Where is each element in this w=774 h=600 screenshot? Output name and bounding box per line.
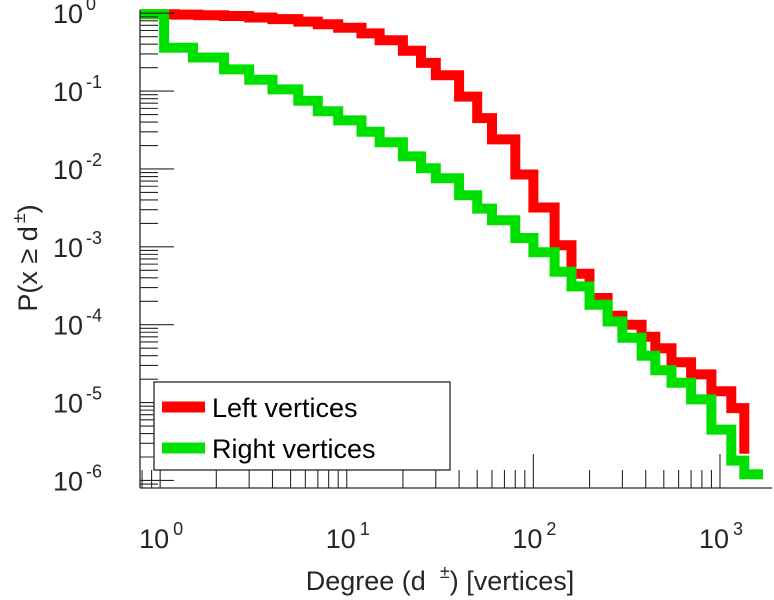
axes xyxy=(139,10,772,489)
y-tick-label: 10 -5 xyxy=(53,384,102,419)
x-tick-labels: 10 0 10 1 10 2 10 3 xyxy=(139,519,743,554)
y-tick-label: 10 -6 xyxy=(53,461,102,496)
y-axis-label: P(x ≥ d±) xyxy=(9,204,43,311)
series-line-right-vertices xyxy=(140,9,763,480)
y-tick-label: 10 0 xyxy=(53,0,96,29)
x-tick-label: 10 2 xyxy=(512,519,556,554)
y-tick-label: 10 -3 xyxy=(53,228,102,263)
series-line-left-vertices xyxy=(140,9,750,454)
series-layer xyxy=(140,9,763,480)
x-tick-label: 10 0 xyxy=(139,519,183,554)
y-tick-label: 10 -2 xyxy=(53,150,102,185)
x-axis-label: Degree (d ±) [vertices] xyxy=(306,562,575,596)
legend-label-right-vertices: Right vertices xyxy=(212,434,376,464)
y-tick-label: 10 -4 xyxy=(53,306,102,341)
x-tick-label: 10 1 xyxy=(326,519,370,554)
y-tick-label: 10 -1 xyxy=(53,72,102,107)
x-tick-label: 10 3 xyxy=(699,519,743,554)
legend-box xyxy=(153,381,451,471)
legend: Left vertices Right vertices xyxy=(153,381,451,471)
legend-label-left-vertices: Left vertices xyxy=(212,393,358,423)
